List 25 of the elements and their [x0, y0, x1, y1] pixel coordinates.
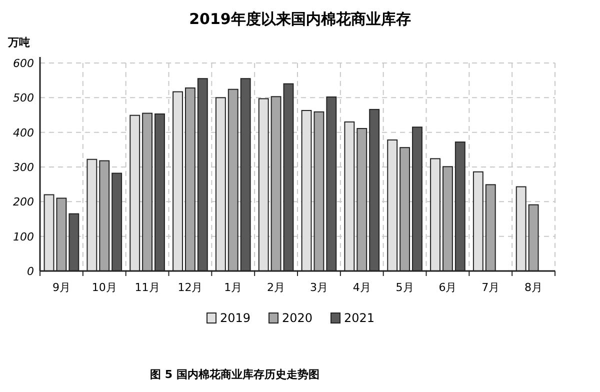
y-tick-label: 300 [13, 161, 34, 174]
x-tick-label: 6月 [438, 281, 457, 294]
x-tick-label: 5月 [396, 281, 414, 294]
x-tick-label: 10月 [92, 281, 117, 294]
y-tick-label: 400 [13, 126, 34, 140]
legend-label: 2020 [282, 311, 313, 325]
legend-label: 2021 [344, 311, 375, 325]
x-tick-label: 4月 [352, 281, 371, 294]
x-tick-label: 7月 [482, 281, 500, 294]
x-tick-label: 2月 [267, 281, 286, 294]
x-tick-label: 12月 [178, 281, 203, 294]
x-tick-label: 1月 [224, 281, 242, 294]
y-tick-label: 500 [13, 92, 34, 105]
chart-title: 2019年度以来国内棉花商业库存 [189, 10, 411, 28]
y-tick-label: 600 [13, 57, 34, 70]
y-tick-label: 100 [13, 230, 34, 244]
x-tick-label: 8月 [524, 281, 543, 294]
x-tick-label: 3月 [310, 281, 328, 294]
y-tick-label: 0 [27, 265, 34, 278]
x-tick-label: 11月 [134, 281, 160, 294]
x-tick-label: 9月 [52, 281, 70, 294]
y-axis-title: 万吨 [7, 36, 30, 49]
y-tick-label: 200 [13, 196, 34, 209]
legend-label: 2019 [220, 311, 251, 325]
caption: 图 5 国内棉花商业库存历史走势图 [150, 368, 320, 381]
